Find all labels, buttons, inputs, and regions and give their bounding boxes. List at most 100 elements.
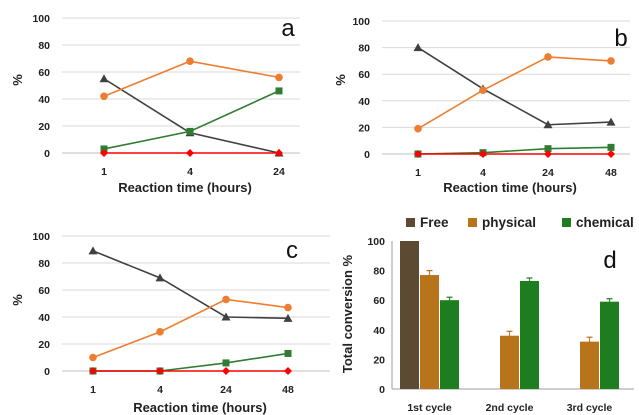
y-tick-label: 20 — [358, 122, 370, 134]
series-0-point — [413, 43, 423, 52]
series-2-point — [222, 359, 230, 367]
series-0-point — [88, 246, 98, 255]
series-1-point — [607, 57, 615, 65]
series-0-point — [543, 120, 553, 129]
x-tick-label: 24 — [220, 384, 232, 396]
series-1-point — [544, 53, 552, 61]
panel-c: 0 20 40 60 80 100 1 4 24 48 Reaction time (hours)%… — [10, 231, 330, 415]
series-3-point — [275, 149, 283, 157]
series-2-point — [186, 127, 194, 135]
series-3-point — [186, 149, 194, 157]
bar-chemical — [520, 280, 539, 389]
x-tick-label: 2nd cycle — [486, 402, 534, 414]
y-tick-label: 0 — [379, 384, 385, 396]
x-tick-label: 1 — [415, 167, 421, 179]
series-1-point — [222, 295, 230, 304]
y-tick-label: 80 — [358, 43, 370, 55]
series-3-point — [479, 150, 487, 158]
x-tick-label: 4 — [157, 384, 163, 396]
series-1-point — [186, 57, 194, 65]
series-1-point — [479, 86, 487, 94]
bar-physical — [420, 275, 439, 389]
panel-label: c — [286, 237, 298, 264]
series-1-point — [275, 73, 283, 82]
x-tick-label: 3rd cycle — [567, 402, 613, 414]
series-2-point — [275, 87, 283, 95]
series-0-line — [92, 250, 289, 320]
series-3-point — [156, 367, 164, 375]
y-tick-label: 20 — [38, 339, 50, 351]
x-tick-label: 1 — [101, 166, 107, 178]
panel-label: d — [603, 247, 616, 274]
series-1-point — [100, 92, 108, 101]
panel-b: 0 20 40 60 80 100 1 4 24 48 Reaction time (hours)%… — [333, 16, 630, 195]
y-tick-label: 100 — [352, 16, 370, 28]
panel-label: a — [281, 15, 295, 42]
y-tick-label: 40 — [358, 96, 370, 108]
y-tick-label: 20 — [38, 121, 50, 133]
series-1-point — [156, 328, 164, 336]
x-tick-label: 48 — [605, 167, 617, 179]
bar-chemical — [440, 300, 459, 389]
y-axis-label: % — [10, 294, 25, 306]
panel-a: 0 20 40 60 80 100 1 4 24 Reaction time (hours)% a — [10, 13, 300, 195]
series-3-point — [89, 367, 97, 375]
legend-label-Free: Free — [420, 215, 449, 230]
y-tick-label: 60 — [373, 295, 385, 307]
series-1-line — [92, 298, 289, 359]
y-tick-label: 0 — [44, 366, 50, 378]
x-axis-label: Reaction time (hours) — [133, 400, 267, 415]
series-0-point — [99, 74, 109, 83]
series-0-line — [103, 78, 280, 154]
series-1-point — [414, 124, 422, 133]
y-tick-label: 40 — [373, 325, 385, 337]
series-2-line — [93, 352, 289, 372]
x-tick-label: 4 — [480, 167, 486, 179]
series-3-point — [284, 367, 292, 375]
x-tick-label: 24 — [273, 166, 285, 178]
series-0-point — [221, 312, 231, 321]
series-3-point — [544, 150, 552, 158]
y-axis-label: % — [333, 74, 348, 86]
series-2-line — [417, 146, 612, 155]
legend-swatch-Free — [406, 218, 415, 227]
series-1-point — [89, 353, 97, 362]
series-3-point — [414, 150, 422, 158]
panel-d: 0 20 40 60 80 100 1st cycle 2nd cycle 3rd cycle T… — [340, 215, 634, 414]
bar-physical — [500, 335, 519, 389]
x-tick-label: 48 — [282, 384, 294, 396]
x-axis-label: Reaction time (hours) — [118, 180, 252, 195]
y-tick-label: 20 — [373, 354, 385, 366]
legend-label-physical: physical — [482, 215, 536, 230]
series-0-point — [283, 313, 293, 322]
series-3-point — [607, 150, 615, 158]
x-axis-label: Reaction time (hours) — [443, 180, 577, 195]
y-tick-label: 100 — [32, 13, 50, 25]
legend-swatch-chemical — [562, 218, 571, 227]
series-1-line — [417, 56, 612, 130]
legend-label-chemical: chemical — [576, 215, 634, 230]
series-1-point — [284, 303, 292, 312]
series-2-line — [103, 90, 280, 150]
y-tick-label: 60 — [358, 69, 370, 81]
x-tick-label: 24 — [542, 167, 554, 179]
series-0-point — [155, 273, 165, 282]
series-2-point — [100, 145, 108, 153]
x-tick-label: 1st cycle — [407, 402, 452, 414]
x-tick-label: 4 — [187, 166, 193, 178]
legend-swatch-physical — [468, 218, 477, 227]
panel-label: b — [614, 25, 627, 52]
series-2-point — [284, 349, 292, 357]
y-tick-label: 40 — [38, 312, 50, 324]
series-0-line — [417, 46, 612, 126]
series-0-point — [606, 117, 616, 126]
y-tick-label: 0 — [44, 148, 50, 160]
y-tick-label: 100 — [32, 231, 50, 243]
y-tick-label: 80 — [38, 258, 50, 270]
series-3-point — [222, 367, 230, 375]
y-axis-label: % — [10, 74, 25, 86]
y-tick-label: 80 — [38, 40, 50, 52]
x-tick-label: 1 — [90, 384, 96, 396]
series-2-point — [544, 145, 552, 153]
